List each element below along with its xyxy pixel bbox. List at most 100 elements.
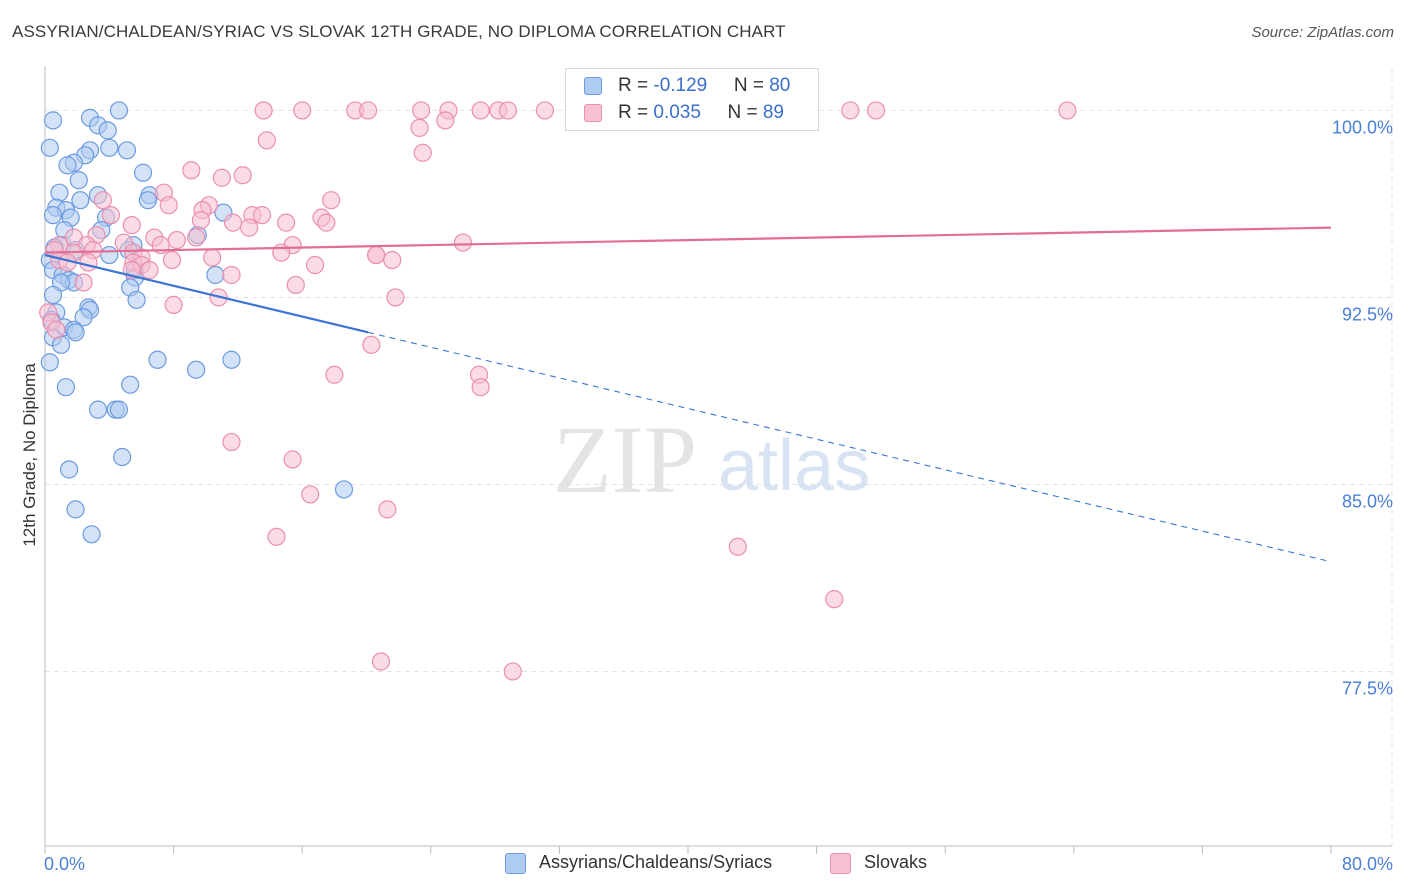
pink-point bbox=[140, 260, 159, 280]
pink-point bbox=[471, 378, 490, 397]
blue-point bbox=[58, 156, 77, 175]
pink-point bbox=[164, 295, 183, 315]
legend-swatch-pink bbox=[830, 853, 851, 874]
blue-point bbox=[43, 111, 63, 130]
pink-point bbox=[222, 432, 241, 452]
blue-point bbox=[109, 101, 129, 120]
x-tick-label: 0.0% bbox=[44, 854, 85, 874]
legend-pink-text: R = 0.035 N = 89 bbox=[618, 102, 784, 124]
pink-point bbox=[412, 101, 431, 120]
blue-point bbox=[133, 163, 153, 182]
pink-point bbox=[187, 228, 206, 247]
blue-point bbox=[121, 375, 140, 394]
legend-stats: R = -0.129 N = 80 R = 0.035 N = 89 bbox=[565, 68, 819, 131]
blue-point bbox=[71, 191, 90, 210]
pink-point bbox=[1058, 101, 1077, 120]
blue-point bbox=[40, 138, 59, 157]
watermark-atlas: atlas bbox=[718, 426, 870, 506]
blue-point bbox=[98, 121, 117, 140]
pink-point bbox=[101, 206, 121, 225]
pink-point bbox=[367, 245, 386, 265]
blue-swatch bbox=[584, 77, 602, 95]
blue-point bbox=[127, 290, 146, 310]
tick-labels: 100.0% 92.5% 85.0% 77.5% 0.0% 80.0% bbox=[44, 117, 1393, 874]
pink-point bbox=[267, 527, 286, 546]
pink-point bbox=[212, 168, 231, 187]
legend-pink-n-value: 89 bbox=[762, 102, 784, 123]
pink-point bbox=[93, 191, 112, 210]
blue-point bbox=[43, 206, 63, 225]
pink-point bbox=[503, 662, 522, 681]
pink-point bbox=[223, 213, 243, 232]
legend-pink-r-value: 0.035 bbox=[653, 102, 701, 123]
blue-point bbox=[56, 378, 75, 397]
blue-point bbox=[109, 400, 129, 419]
pink-point bbox=[283, 450, 302, 469]
pink-trendline bbox=[44, 226, 1332, 254]
axes bbox=[44, 66, 1392, 854]
y-tick-label: 85.0% bbox=[1342, 491, 1393, 511]
pink-point bbox=[162, 250, 182, 270]
pink-point bbox=[453, 233, 473, 252]
pink-point bbox=[359, 101, 378, 120]
pink-point bbox=[386, 288, 405, 307]
blue-point bbox=[334, 480, 354, 499]
blue-trendline-extension bbox=[367, 331, 1332, 563]
pink-swatch bbox=[584, 104, 602, 122]
blue-point bbox=[100, 245, 119, 265]
blue-point bbox=[40, 353, 59, 372]
blue-point bbox=[222, 350, 241, 369]
pink-point bbox=[378, 500, 397, 519]
legend-blue-text: R = -0.129 N = 80 bbox=[618, 75, 790, 97]
pink-point bbox=[167, 230, 186, 250]
blue-point bbox=[187, 360, 206, 379]
legend-blue-n-label: N = bbox=[733, 75, 770, 96]
blue-point bbox=[50, 183, 69, 202]
blue-point bbox=[43, 285, 63, 305]
blue-point bbox=[117, 141, 137, 160]
pink-point bbox=[122, 216, 141, 235]
blue-point bbox=[74, 308, 93, 327]
pink-point bbox=[74, 273, 93, 292]
legend-swatch-blue bbox=[505, 853, 526, 874]
pink-point bbox=[841, 101, 860, 120]
pink-point bbox=[286, 275, 305, 295]
pink-point bbox=[191, 211, 211, 230]
chart-title: ASSYRIAN/CHALDEAN/SYRIAC VS SLOVAK 12TH … bbox=[12, 22, 786, 41]
pink-point bbox=[471, 101, 490, 120]
gridlines bbox=[45, 68, 1393, 846]
pink-point bbox=[79, 253, 98, 272]
pink-point bbox=[436, 111, 455, 130]
pink-point bbox=[322, 191, 341, 210]
blue-point bbox=[113, 447, 132, 467]
x-tick-label: 80.0% bbox=[1342, 854, 1393, 874]
blue-trendline bbox=[44, 253, 369, 334]
pink-point bbox=[825, 590, 844, 609]
blue-point bbox=[66, 323, 85, 342]
legend-blue-n-value: 80 bbox=[769, 75, 791, 96]
legend-pink-n-label: N = bbox=[727, 102, 763, 123]
pink-point bbox=[233, 166, 252, 185]
blue-point bbox=[69, 171, 88, 190]
pink-point bbox=[413, 143, 432, 162]
pink-point bbox=[301, 485, 320, 504]
blue-point bbox=[88, 400, 108, 419]
y-tick-label: 77.5% bbox=[1342, 678, 1393, 698]
legend-label-slovaks: Slovaks bbox=[864, 852, 928, 872]
pink-point bbox=[535, 101, 555, 120]
legend-pink-r-label: R = bbox=[618, 102, 654, 123]
blue-point bbox=[100, 138, 119, 157]
pink-point bbox=[47, 320, 66, 339]
pink-point bbox=[272, 243, 291, 262]
legend-blue-r-value: -0.129 bbox=[653, 75, 708, 96]
trendlines bbox=[44, 226, 1332, 563]
pink-point bbox=[317, 213, 336, 232]
pink-point bbox=[222, 265, 241, 285]
blue-point bbox=[206, 265, 225, 285]
watermark: ZIP atlas bbox=[553, 406, 870, 513]
pink-point bbox=[203, 248, 222, 267]
pink-point bbox=[383, 250, 402, 270]
blue-point bbox=[82, 525, 101, 544]
pink-point bbox=[257, 131, 276, 150]
